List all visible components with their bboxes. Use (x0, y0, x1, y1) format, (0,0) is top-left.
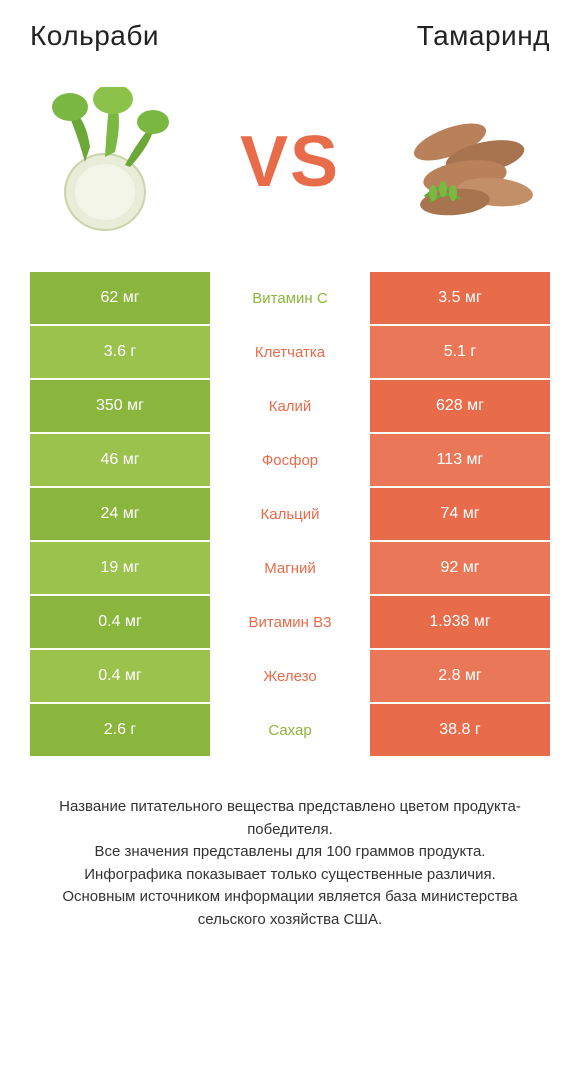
header: Кольраби Тамаринд (30, 20, 550, 52)
infographic-container: Кольраби Тамаринд VS (0, 0, 580, 951)
right-value: 2.8 мг (370, 650, 550, 702)
nutrient-label: Клетчатка (210, 326, 370, 378)
left-product-image (30, 82, 190, 242)
left-value: 0.4 мг (30, 596, 210, 648)
nutrient-label: Калий (210, 380, 370, 432)
left-value: 62 мг (30, 272, 210, 324)
table-row: 62 мгВитамин C3.5 мг (30, 272, 550, 324)
right-value: 628 мг (370, 380, 550, 432)
left-value: 0.4 мг (30, 650, 210, 702)
nutrient-label: Витамин B3 (210, 596, 370, 648)
table-row: 0.4 мгВитамин B31.938 мг (30, 596, 550, 648)
comparison-table: 62 мгВитамин C3.5 мг3.6 гКлетчатка5.1 г3… (30, 272, 550, 756)
left-value: 19 мг (30, 542, 210, 594)
left-value: 350 мг (30, 380, 210, 432)
table-row: 24 мгКальций74 мг (30, 488, 550, 540)
table-row: 3.6 гКлетчатка5.1 г (30, 326, 550, 378)
left-product-title: Кольраби (30, 20, 159, 52)
table-row: 46 мгФосфор113 мг (30, 434, 550, 486)
right-product-title: Тамаринд (417, 20, 550, 52)
kohlrabi-icon (35, 87, 185, 237)
table-row: 350 мгКалий628 мг (30, 380, 550, 432)
vs-row: VS (30, 82, 550, 242)
left-value: 3.6 г (30, 326, 210, 378)
right-value: 5.1 г (370, 326, 550, 378)
footer-line: Основным источником информации является … (40, 886, 540, 931)
footer-line: Инфографика показывает только существенн… (40, 864, 540, 887)
nutrient-label: Кальций (210, 488, 370, 540)
right-value: 3.5 мг (370, 272, 550, 324)
table-row: 0.4 мгЖелезо2.8 мг (30, 650, 550, 702)
footer-line: Название питательного вещества представл… (40, 796, 540, 841)
right-value: 113 мг (370, 434, 550, 486)
footer-line: Все значения представлены для 100 граммо… (40, 841, 540, 864)
table-row: 2.6 гСахар38.8 г (30, 704, 550, 756)
right-value: 92 мг (370, 542, 550, 594)
right-value: 1.938 мг (370, 596, 550, 648)
left-value: 2.6 г (30, 704, 210, 756)
nutrient-label: Железо (210, 650, 370, 702)
left-value: 46 мг (30, 434, 210, 486)
right-product-image (390, 82, 550, 242)
nutrient-label: Магний (210, 542, 370, 594)
right-value: 74 мг (370, 488, 550, 540)
nutrient-label: Витамин C (210, 272, 370, 324)
left-value: 24 мг (30, 488, 210, 540)
footer-text: Название питательного вещества представл… (30, 796, 550, 931)
vs-label: VS (240, 121, 340, 203)
tamarind-icon (395, 87, 545, 237)
nutrient-label: Фосфор (210, 434, 370, 486)
right-value: 38.8 г (370, 704, 550, 756)
table-row: 19 мгМагний92 мг (30, 542, 550, 594)
nutrient-label: Сахар (210, 704, 370, 756)
